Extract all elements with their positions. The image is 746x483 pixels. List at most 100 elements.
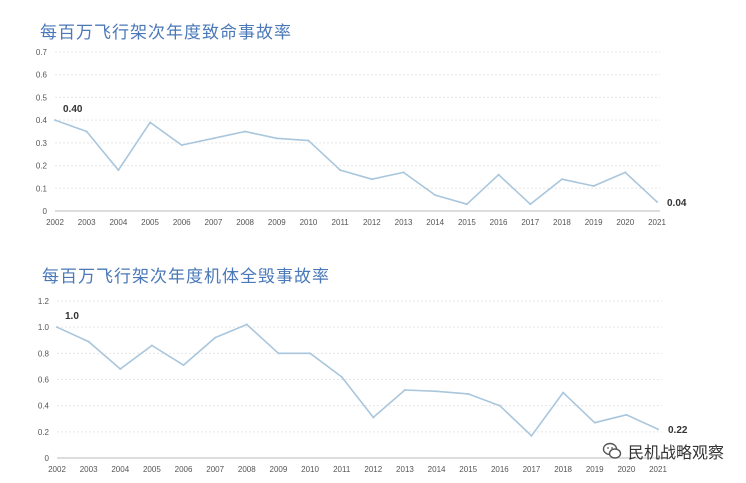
- x-tick-label: 2003: [80, 465, 98, 474]
- y-tick-label: 0.2: [38, 428, 50, 437]
- data-point: [119, 368, 122, 371]
- data-point: [530, 434, 533, 437]
- data-point: [435, 390, 438, 393]
- data-point: [150, 344, 153, 347]
- fatal-accident-chart: 0 0.1 0.2 0.3 0.4 0.5 0.6 0.7 2002 2003 2004 2005 20…: [36, 48, 687, 227]
- data-point: [529, 203, 532, 206]
- x-tick-label: 2015: [458, 218, 476, 227]
- x-tick-label: 2010: [300, 218, 318, 227]
- x-tick-label: 2006: [173, 218, 191, 227]
- data-point: [180, 144, 183, 147]
- x-tick-label: 2021: [648, 218, 666, 227]
- x-tick-label: 2002: [48, 465, 66, 474]
- data-point: [593, 421, 596, 424]
- x-tick-label: 2019: [586, 465, 604, 474]
- x-tick-label: 2009: [270, 465, 288, 474]
- data-point: [275, 137, 278, 140]
- series-line: [56, 323, 659, 437]
- watermark-text: 民机战略观察: [627, 443, 724, 462]
- data-label: 0.22: [668, 425, 688, 436]
- x-tick-label: 2015: [459, 465, 477, 474]
- x-tick-label: 2020: [617, 465, 635, 474]
- x-tick-label: 2006: [175, 465, 193, 474]
- data-point: [465, 203, 468, 206]
- data-point: [657, 428, 659, 431]
- x-tick-label: 2005: [141, 218, 159, 227]
- x-tick-label: 2017: [523, 465, 541, 474]
- data-point: [624, 171, 627, 174]
- x-tick-label: 2013: [395, 218, 413, 227]
- x-tick-label: 2016: [491, 465, 509, 474]
- x-tick-label: 2003: [78, 218, 96, 227]
- x-tick-label: 2014: [428, 465, 446, 474]
- data-point: [467, 392, 470, 395]
- x-tick-label: 2021: [649, 465, 667, 474]
- x-tick-label: 2008: [238, 465, 256, 474]
- y-tick-label: 1.0: [38, 323, 50, 332]
- x-tick-label: 2010: [301, 465, 319, 474]
- data-point: [434, 194, 437, 197]
- x-tick-label: 2016: [490, 218, 508, 227]
- y-tick-label: 0.7: [36, 48, 48, 57]
- x-tick-label: 2008: [236, 218, 254, 227]
- y-tick-label: 0.6: [38, 376, 50, 385]
- data-point: [85, 130, 88, 133]
- data-point: [339, 169, 342, 172]
- series-line: [54, 119, 658, 205]
- x-tick-label: 2007: [205, 218, 223, 227]
- data-point: [277, 352, 280, 355]
- x-tick-label: 2002: [46, 218, 64, 227]
- data-point: [370, 178, 373, 181]
- data-point: [498, 404, 501, 407]
- data-point: [244, 130, 247, 133]
- y-tick-label: 0.2: [36, 162, 48, 171]
- data-point: [562, 391, 565, 394]
- data-point: [87, 340, 90, 343]
- x-tick-label: 2004: [111, 465, 129, 474]
- y-tick-label: 0.4: [38, 402, 50, 411]
- y-tick-label: 0.3: [36, 139, 48, 148]
- x-tick-label: 2005: [143, 465, 161, 474]
- x-tick-label: 2017: [521, 218, 539, 227]
- y-tick-label: 1.2: [38, 297, 50, 306]
- data-point: [560, 178, 563, 181]
- data-point: [403, 388, 406, 391]
- y-tick-label: 0.4: [36, 116, 48, 125]
- x-tick-label: 2007: [206, 465, 224, 474]
- data-point: [592, 185, 595, 188]
- data-point: [149, 121, 152, 124]
- data-point: [214, 336, 217, 339]
- x-tick-label: 2014: [426, 218, 444, 227]
- watermark: 民机战略观察: [602, 439, 724, 463]
- data-point: [372, 416, 375, 419]
- data-point: [307, 139, 310, 142]
- y-tick-label: 0.5: [36, 93, 48, 102]
- y-tick-label: 0: [43, 207, 48, 216]
- data-point: [402, 171, 405, 174]
- y-tick-label: 0.1: [36, 184, 48, 193]
- x-tick-label: 2018: [553, 218, 571, 227]
- data-point: [340, 375, 343, 378]
- x-tick-label: 2020: [616, 218, 634, 227]
- x-tick-label: 2011: [332, 218, 350, 227]
- x-tick-label: 2012: [363, 218, 381, 227]
- data-label: 1.0: [65, 311, 79, 322]
- x-tick-label: 2004: [109, 218, 127, 227]
- x-tick-label: 2018: [554, 465, 572, 474]
- x-tick-label: 2009: [268, 218, 286, 227]
- chart-title-fatal: 每百万飞行架次年度致命事故率: [40, 23, 292, 43]
- data-point: [497, 173, 500, 176]
- data-point: [245, 323, 248, 326]
- x-tick-label: 2019: [585, 218, 603, 227]
- x-tick-label: 2011: [333, 465, 351, 474]
- data-point: [182, 364, 185, 367]
- data-point: [54, 119, 56, 122]
- data-label: 0.04: [667, 198, 687, 209]
- data-point: [56, 326, 58, 329]
- data-point: [117, 169, 120, 172]
- x-tick-label: 2013: [396, 465, 414, 474]
- data-point: [656, 200, 658, 203]
- y-tick-label: 0.6: [36, 71, 48, 80]
- data-label: 0.40: [63, 104, 83, 115]
- wechat-icon: [602, 442, 622, 459]
